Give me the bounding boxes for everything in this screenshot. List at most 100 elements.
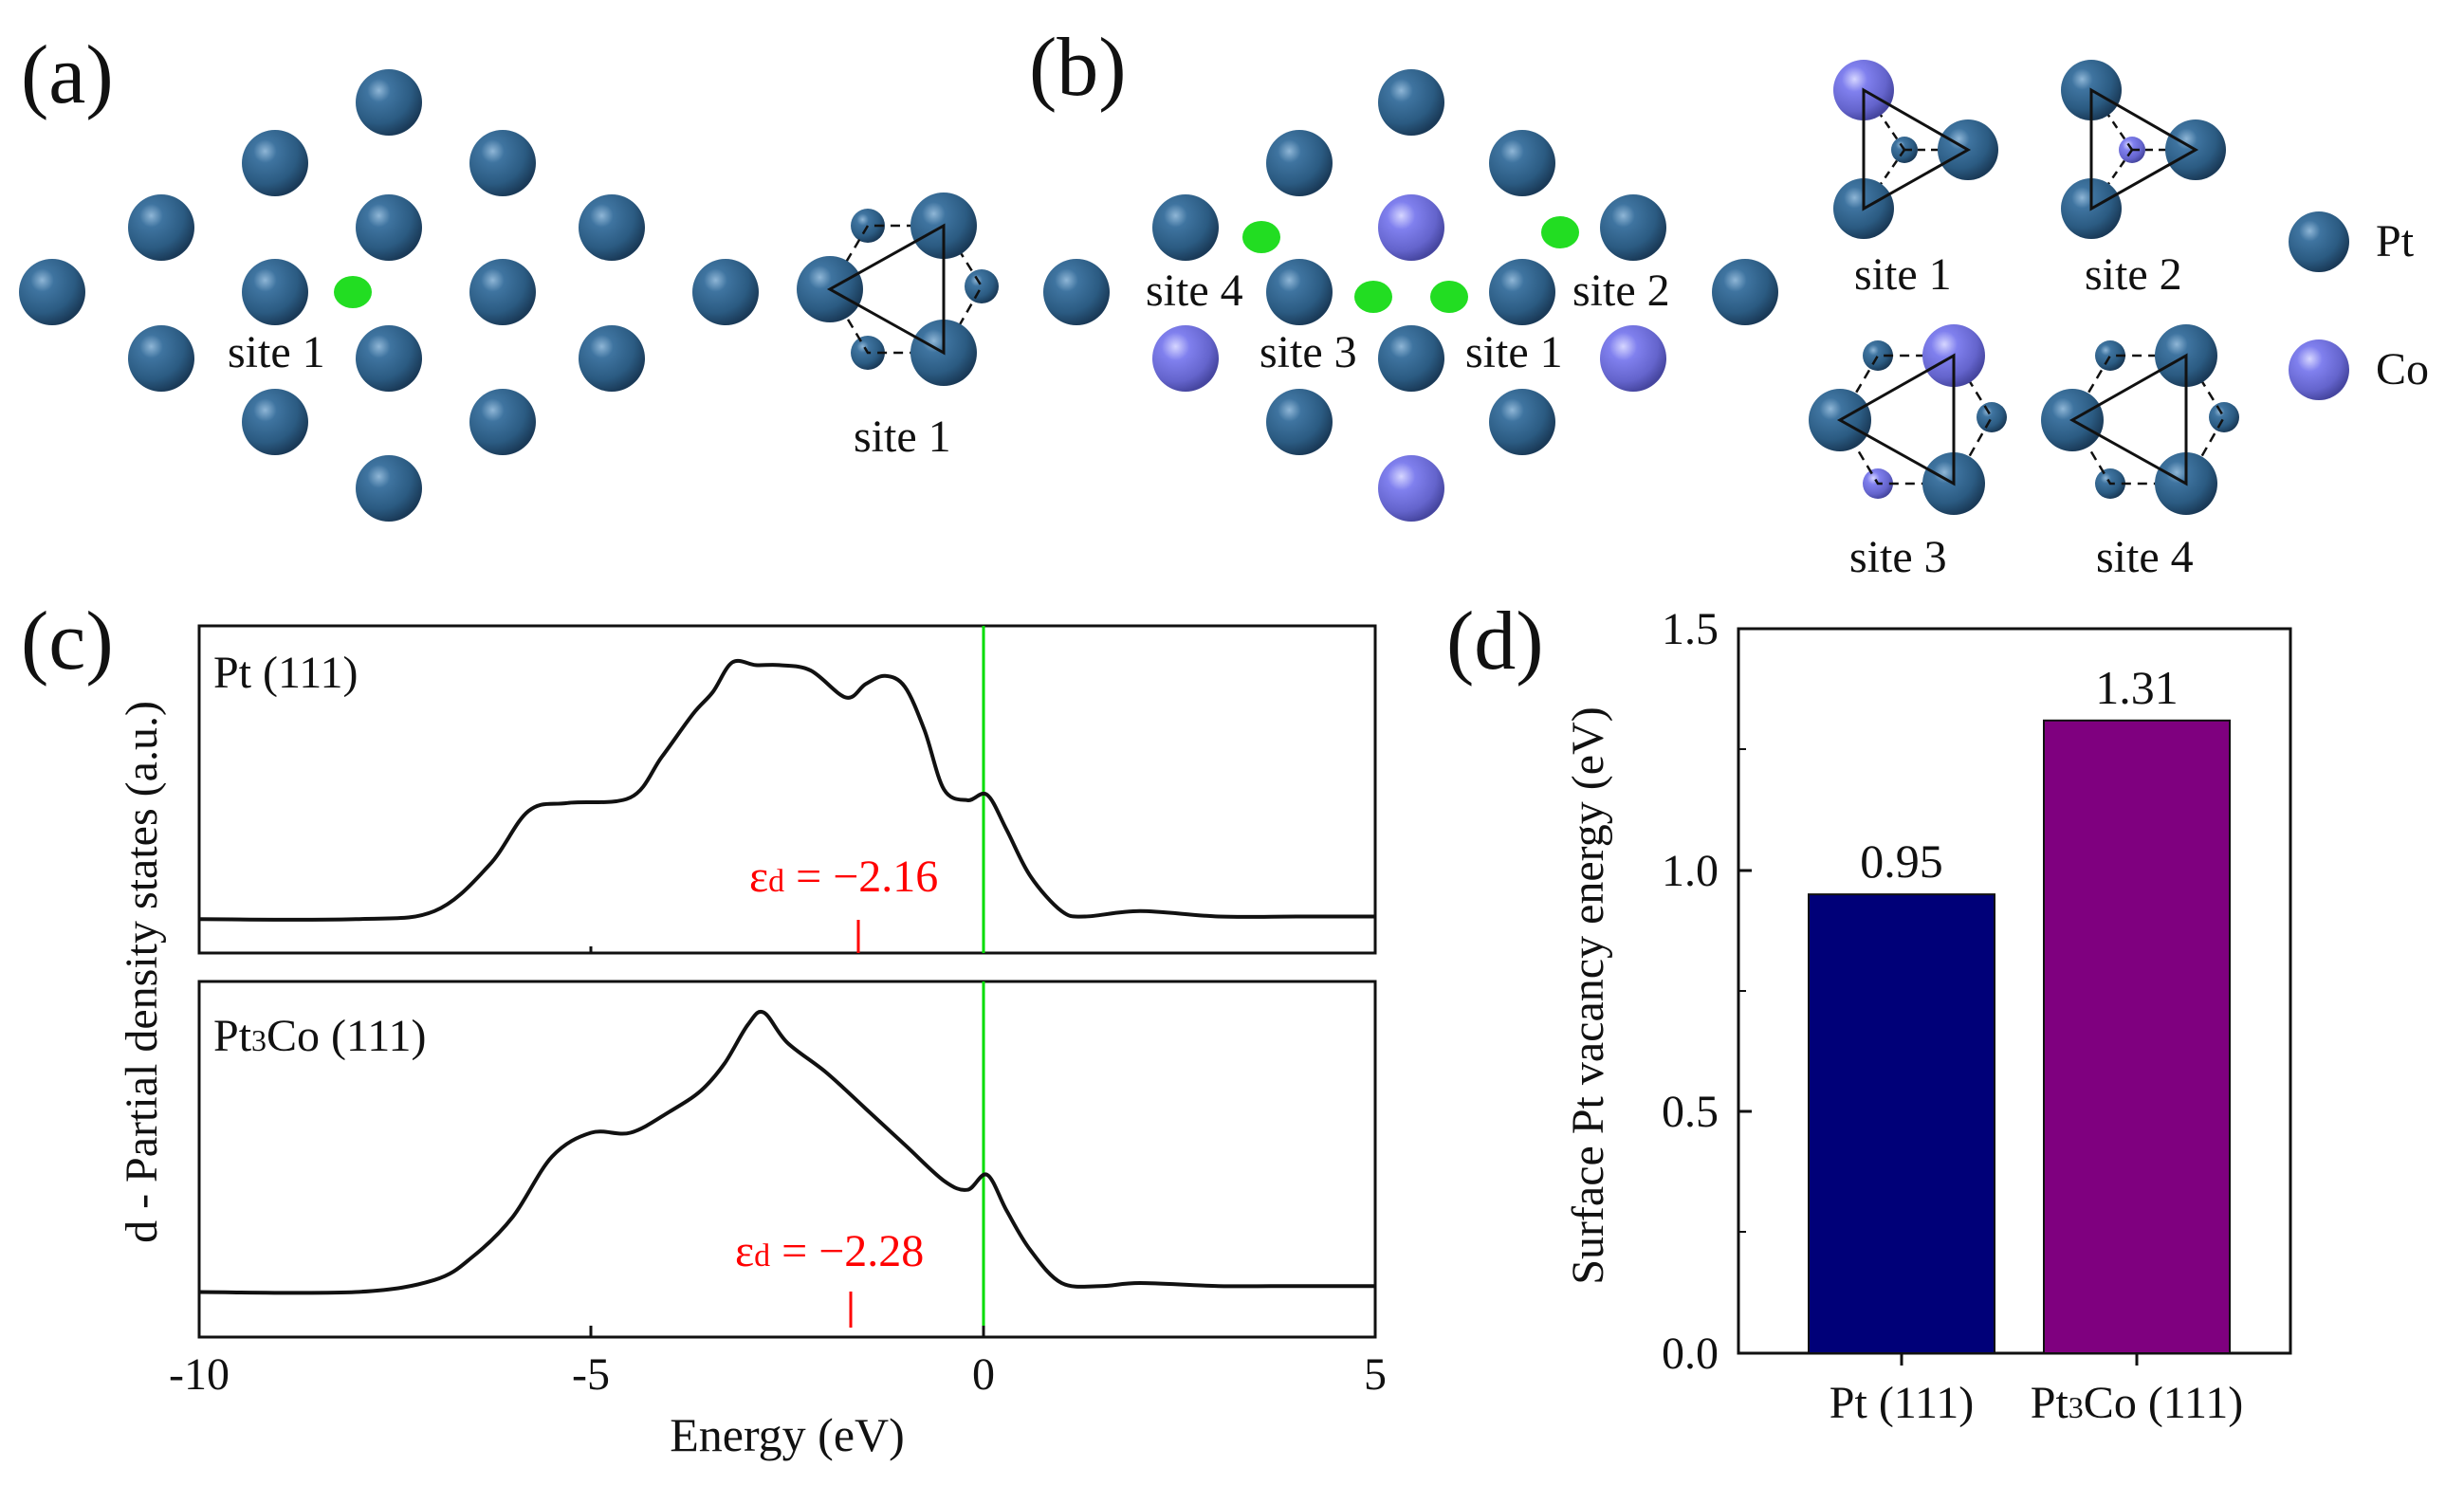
panel-b-site1-detail xyxy=(1833,60,1998,239)
panel-c-xlabel: Energy (eV) xyxy=(670,1408,905,1461)
y-tick-label: 0.0 xyxy=(1662,1329,1719,1379)
panel-b: (b) site 4 site 3 site 1 site 2 xyxy=(1029,22,2429,582)
panel-a-site-label: site 1 xyxy=(228,327,325,377)
adsorption-site-marker xyxy=(1541,216,1579,248)
pt-atom xyxy=(579,194,645,261)
panel-a-label: (a) xyxy=(21,29,114,121)
panel-b-detail-label: site 2 xyxy=(2085,249,2182,300)
panel-a-atom-grid xyxy=(19,69,759,522)
pt-atom xyxy=(356,455,422,522)
triangle-outline xyxy=(826,223,946,356)
triangle-outline xyxy=(2089,87,2199,211)
panel-b-site-label: site 1 xyxy=(1465,327,1563,377)
pt-atom xyxy=(1600,194,1666,261)
y-axis: 0.0 0.5 1.0 1.5 xyxy=(1662,604,1752,1379)
y-tick-label: 1.0 xyxy=(1662,846,1719,896)
pt-atom-sub xyxy=(2095,340,2125,371)
pt-atom-sub xyxy=(1977,402,2007,432)
co-atom xyxy=(1600,325,1666,392)
d-band-center-label: εd = −2.28 xyxy=(735,1226,924,1276)
panel-d-label: (d) xyxy=(1446,596,1544,688)
pt-atom xyxy=(1266,389,1333,455)
panel-c-label: (c) xyxy=(21,596,114,688)
co-atom xyxy=(1378,194,1444,261)
pt-atom xyxy=(356,325,422,392)
bar-value-label: 1.31 xyxy=(2095,661,2179,714)
x-tick-label: -5 xyxy=(572,1349,610,1400)
pt-atom xyxy=(1378,69,1444,136)
x-category-label: Pt3Co (111) xyxy=(2031,1378,2243,1428)
pt-atom xyxy=(128,194,194,261)
panel-a-detail-label: site 1 xyxy=(854,412,951,462)
pt-atom xyxy=(242,130,308,196)
pt-atom-sub xyxy=(851,209,885,243)
pt-atom xyxy=(692,259,759,325)
bar-pt111 xyxy=(1808,893,1995,1355)
pt-atom xyxy=(1489,130,1555,196)
pt-atom-sub xyxy=(965,269,999,303)
pt-atom xyxy=(356,69,422,136)
pt-atom xyxy=(579,325,645,392)
panel-b-site2-detail xyxy=(2061,60,2226,239)
y-tick-label: 0.5 xyxy=(1662,1087,1719,1137)
legend: Pt Co xyxy=(2289,211,2429,400)
pt-atom xyxy=(356,194,422,261)
dos-bottom-frame xyxy=(197,980,1377,1339)
pt-atom xyxy=(1266,130,1333,196)
dos-curve-pt111 xyxy=(198,658,1375,922)
panel-b-detail-label: site 3 xyxy=(1849,532,1947,582)
adsorption-site-marker xyxy=(1354,281,1392,313)
d-band-center-label: εd = −2.16 xyxy=(749,852,938,902)
x-tick-label: 5 xyxy=(1364,1349,1387,1400)
pt-atom-sub xyxy=(2209,402,2239,432)
dos-curve-pt3co111 xyxy=(198,1009,1375,1295)
triangle-outline xyxy=(2069,353,2188,486)
pt-atom xyxy=(469,259,536,325)
pt-atom xyxy=(469,130,536,196)
hexagon-outline xyxy=(2070,354,2226,486)
panel-b-site-label: site 3 xyxy=(1260,327,1357,377)
hexagon-outline xyxy=(828,224,984,355)
panel-a: (a) site 1 xyxy=(19,29,999,522)
panel-d: (d) Surface Pt vacancy energy (eV) 0.0 0… xyxy=(1446,596,2292,1428)
pt-atom xyxy=(1378,325,1444,392)
pt-atom xyxy=(469,389,536,455)
panel-c: (c) d - Partial density states (a.u.) Pt… xyxy=(21,596,1387,1461)
dos-top-frame xyxy=(197,624,1377,955)
pt-atom xyxy=(1489,389,1555,455)
x-category-label: Pt (111) xyxy=(1830,1378,1974,1428)
dos-bottom-title: Pt3Co (111) xyxy=(213,1011,426,1061)
panel-b-detail-label: site 4 xyxy=(2096,532,2194,582)
legend-co-label: Co xyxy=(2376,344,2429,394)
x-tick-label: -10 xyxy=(169,1349,230,1400)
panel-b-atom-grid xyxy=(1043,69,1778,522)
panel-b-site-label: site 4 xyxy=(1146,266,1243,316)
co-atom xyxy=(1152,325,1219,392)
pt-atom-sub xyxy=(1863,340,1893,371)
legend-co-swatch xyxy=(2289,339,2349,400)
dos-top-title: Pt (111) xyxy=(213,648,358,698)
panel-b-site3-detail xyxy=(1809,324,2007,515)
hexagon-outline xyxy=(1838,354,1994,486)
triangle-outline xyxy=(1836,353,1956,486)
pt-atom xyxy=(1266,259,1333,325)
panel-a-site1-detail xyxy=(797,192,999,386)
pt-atom xyxy=(1712,259,1778,325)
adsorption-site-marker xyxy=(1430,281,1468,313)
pt-atom xyxy=(1152,194,1219,261)
pt-atom xyxy=(1489,259,1555,325)
panel-c-ylabel: d - Partial density states (a.u.) xyxy=(117,701,167,1243)
bar-pt3co111 xyxy=(2043,719,2231,1354)
bar-value-label: 0.95 xyxy=(1860,834,1943,888)
x-tick-label: 0 xyxy=(972,1349,995,1400)
panel-b-site4-detail xyxy=(2041,324,2239,515)
pt-atom xyxy=(1043,259,1110,325)
pt-atom xyxy=(242,259,308,325)
panel-d-ylabel: Surface Pt vacancy energy (eV) xyxy=(1563,706,1613,1285)
adsorption-site-marker xyxy=(334,276,372,308)
pt-atom xyxy=(19,259,85,325)
co-atom xyxy=(1378,455,1444,522)
legend-pt-swatch xyxy=(2289,211,2349,272)
panel-b-site-label: site 2 xyxy=(1572,266,1670,316)
